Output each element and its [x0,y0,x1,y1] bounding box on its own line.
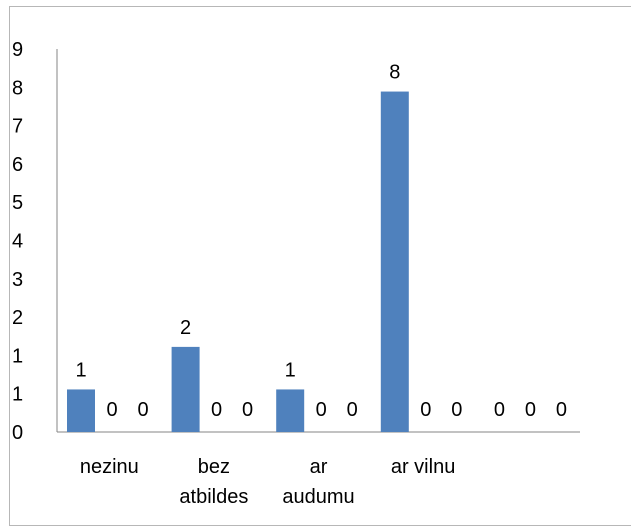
bar [67,389,95,432]
y-tick-label: 5 [12,192,23,214]
data-label: 0 [494,399,505,421]
bar [380,91,409,433]
data-label: 2 [180,317,191,339]
y-tick-label: 7 [12,116,23,138]
data-label: 0 [525,399,536,421]
data-label: 1 [75,359,86,381]
bar [171,346,200,432]
category-label: ar vilnu [391,456,455,478]
y-tick-label: 0 [12,422,23,444]
y-tick-label: 6 [12,154,23,176]
bar [276,389,305,432]
category-label: audumu [282,486,354,508]
bar-series [67,91,409,433]
category-label: bez [198,456,230,478]
data-label: 0 [106,399,117,421]
chart-frame [9,6,631,526]
data-label: 0 [316,399,327,421]
data-label: 1 [285,359,296,381]
data-label: 0 [420,399,431,421]
data-label: 8 [389,62,400,84]
y-tick-labels: 0 1 1 2 3 4 5 6 7 8 9 [12,39,23,444]
data-label: 0 [451,399,462,421]
data-label: 0 [242,399,253,421]
category-label: atbildes [179,486,248,508]
y-tick-label: 2 [12,307,23,329]
y-tick-label: 3 [12,269,23,291]
data-label: 0 [556,399,567,421]
data-label: 0 [347,399,358,421]
category-labels: nezinu bez atbildes ar audumu ar vilnu [80,456,456,508]
y-tick-label: 4 [12,231,23,253]
data-label: 0 [137,399,148,421]
category-label: ar [310,456,328,478]
y-tick-label: 9 [12,39,23,61]
y-tick-label: 8 [12,77,23,99]
y-tick-label: 1 [12,345,23,367]
y-tick-label: 1 [12,384,23,406]
category-label: nezinu [80,456,139,478]
data-label: 0 [211,399,222,421]
